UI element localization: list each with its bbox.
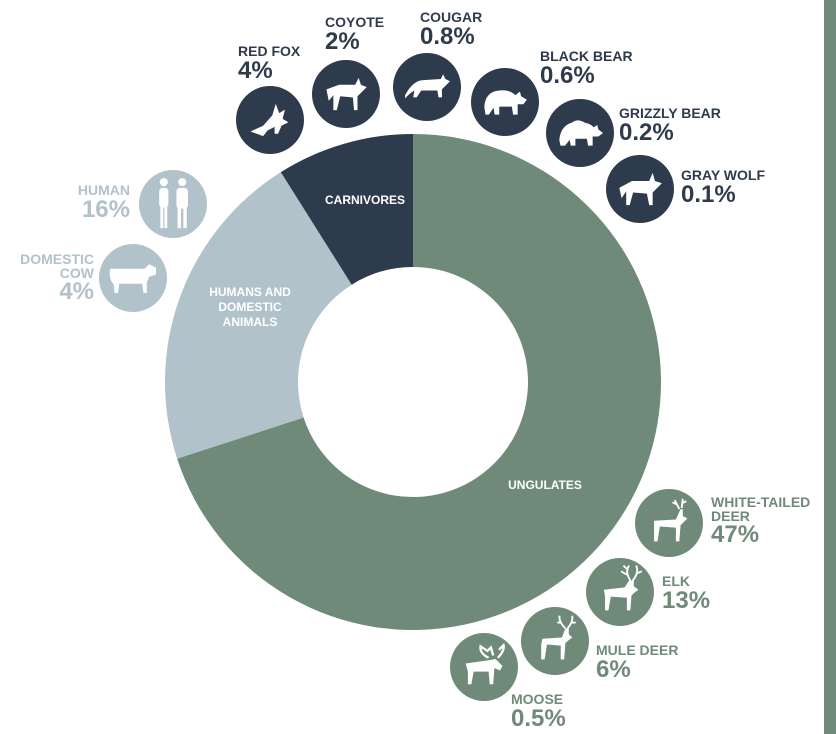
- human-icon: [139, 170, 207, 238]
- white-tailed-deer-icon: [635, 489, 703, 557]
- fox-icon-glyph: [250, 103, 289, 137]
- black-bear-icon-glyph: [484, 90, 527, 115]
- label-moose: MOOSE 0.5%: [511, 692, 566, 731]
- label-domestic-cow: DOMESTIC COW 4%: [6, 252, 94, 304]
- human-icon-glyph: [159, 178, 188, 229]
- side-bar: [824, 0, 836, 734]
- label-elk-value: 13%: [662, 587, 711, 614]
- label-gray-wolf-value: 0.1%: [681, 181, 736, 208]
- coyote-icon: [312, 60, 380, 128]
- mule-deer-icon: [521, 607, 589, 675]
- label-grizzly-bear-value: 0.2%: [619, 119, 674, 146]
- segment-label-humans-domestic: HUMANS AND DOMESTIC ANIMALS: [209, 285, 291, 329]
- label-white-tailed-deer-name: WHITE-TAILED DEER: [711, 494, 811, 524]
- label-black-bear-name: BLACK BEAR: [540, 48, 633, 64]
- segment-humans-and-domestic-animals: [164, 172, 352, 459]
- mule-deer-icon-glyph: [541, 615, 576, 660]
- moose-icon-glyph: [465, 642, 505, 685]
- label-human-value: 16%: [81, 196, 130, 223]
- segment-carnivores: [280, 134, 413, 285]
- label-gray-wolf-name: GRAY WOLF: [681, 167, 766, 183]
- white-tailed-deer-icon-glyph: [654, 498, 688, 542]
- cow-icon: [99, 244, 167, 312]
- label-moose-value: 0.5%: [511, 705, 566, 732]
- segment-label-ungulates: UNGULATES: [508, 478, 582, 492]
- label-grizzly-bear: GRIZZLY BEAR 0.2%: [619, 106, 721, 145]
- human-icon-circle: [139, 170, 207, 238]
- elk-icon-glyph: [603, 564, 643, 611]
- label-mule-deer-name: MULE DEER: [596, 642, 679, 658]
- cougar-icon-glyph: [405, 74, 450, 99]
- coyote-icon-glyph: [326, 77, 367, 111]
- label-red-fox: RED FOX 4%: [238, 44, 300, 83]
- wolf-icon: [606, 155, 674, 223]
- grizzly-bear-icon: [546, 99, 614, 167]
- cougar-icon: [393, 53, 461, 121]
- label-elk-name: ELK: [662, 573, 690, 589]
- label-cougar-value: 0.8%: [420, 23, 475, 50]
- label-cougar: COUGAR 0.8%: [420, 10, 482, 49]
- black-bear-icon: [471, 68, 539, 136]
- label-human-name: HUMAN: [77, 182, 130, 198]
- label-elk: ELK 13%: [662, 574, 710, 613]
- label-white-tailed-deer: WHITE-TAILED DEER 47%: [711, 495, 831, 547]
- label-coyote-name: COYOTE: [325, 14, 385, 30]
- label-red-fox-name: RED FOX: [238, 43, 301, 59]
- label-black-bear: BLACK BEAR 0.6%: [540, 49, 633, 88]
- label-mule-deer-value: 6%: [596, 656, 631, 683]
- fox-icon: [236, 86, 304, 154]
- wolf-icon-glyph: [619, 172, 662, 206]
- label-moose-name: MOOSE: [511, 691, 564, 707]
- label-black-bear-value: 0.6%: [540, 62, 595, 89]
- label-white-tailed-deer-value: 47%: [711, 521, 760, 548]
- label-mule-deer: MULE DEER 6%: [596, 643, 678, 682]
- cow-icon-glyph: [109, 264, 156, 293]
- label-coyote-value: 2%: [325, 28, 360, 55]
- grizzly-bear-icon-glyph: [559, 120, 603, 146]
- label-domestic-cow-name: DOMESTIC COW: [20, 251, 94, 281]
- label-coyote: COYOTE 2%: [325, 15, 384, 54]
- label-grizzly-bear-name: GRIZZLY BEAR: [619, 105, 721, 121]
- label-red-fox-value: 4%: [238, 57, 273, 84]
- elk-icon: [586, 558, 654, 626]
- label-domestic-cow-value: 4%: [59, 278, 94, 305]
- label-cougar-name: COUGAR: [420, 9, 483, 25]
- label-gray-wolf: GRAY WOLF 0.1%: [681, 168, 765, 207]
- label-human: HUMAN 16%: [40, 183, 130, 222]
- moose-icon: [450, 633, 518, 701]
- segment-label-carnivores: CARNIVORES: [324, 193, 405, 207]
- segment-ungulates: [177, 134, 661, 630]
